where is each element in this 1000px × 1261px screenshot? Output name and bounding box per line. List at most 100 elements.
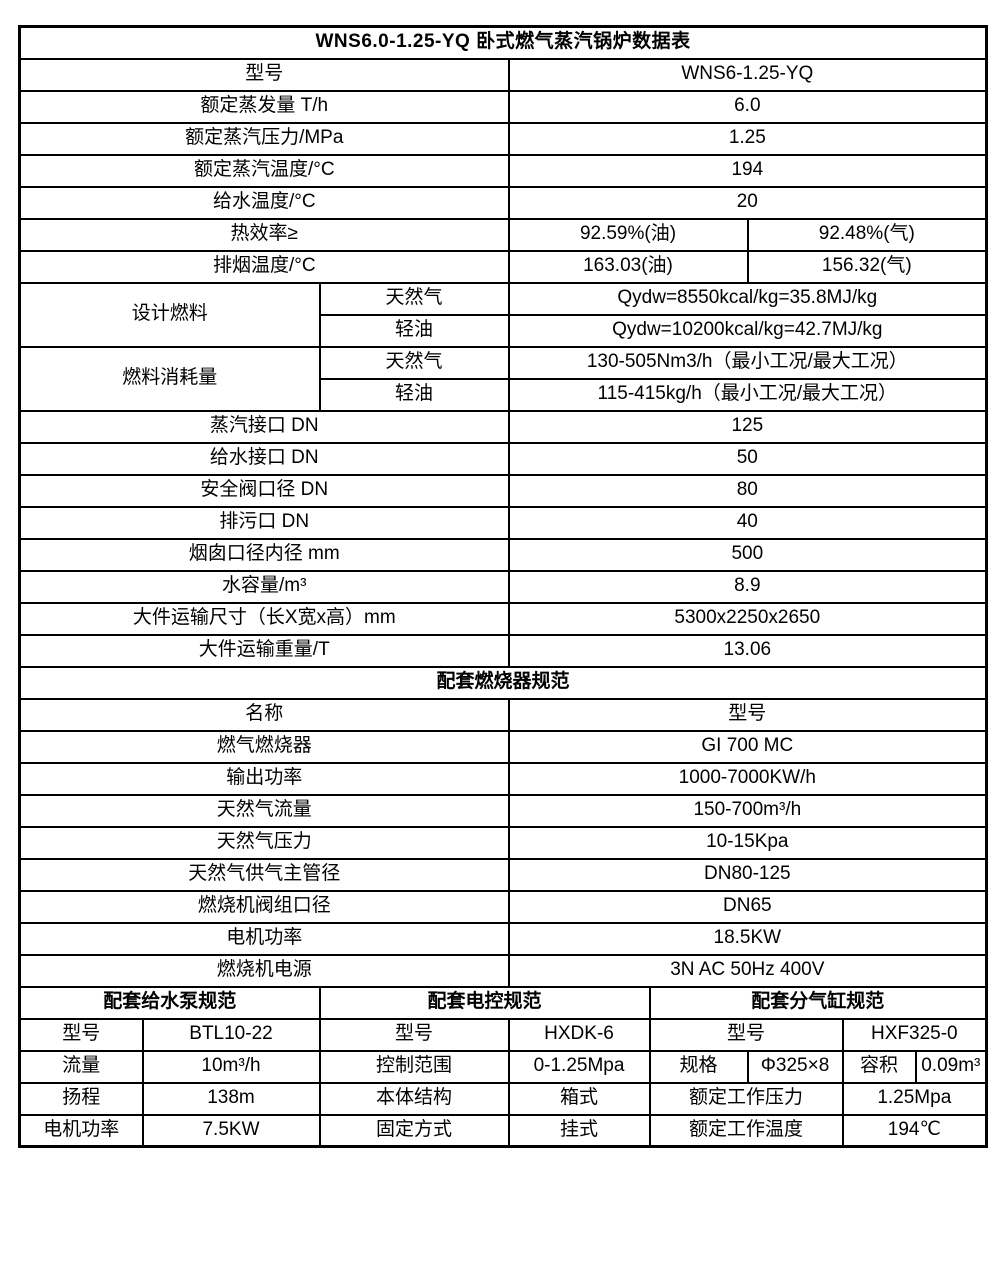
spec-value: 80 [507,473,988,508]
cylinder-value: 1.25Mpa [841,1081,988,1116]
pump-label: 电机功率 [18,1113,144,1148]
table-row-section: 配套燃烧器规范 [18,665,988,700]
table-row: 给水温度/°C 20 [18,185,988,220]
burner-label: 名称 [18,697,510,732]
spec-value-gas: 156.32(气) [746,249,988,284]
table-row: 蒸汽接口 DN 125 [18,409,988,444]
electric-value: HXDK-6 [507,1017,651,1052]
table-row-section: 配套给水泵规范 配套电控规范 配套分气缸规范 [18,985,988,1020]
table-row: 名称 型号 [18,697,988,732]
table-row: 排污口 DN 40 [18,505,988,540]
cylinder-section-header: 配套分气缸规范 [648,985,988,1020]
cylinder-volume-value: 0.09m³ [914,1049,988,1084]
table-row: 额定蒸发量 T/h 6.0 [18,89,988,124]
spec-value-gas: 92.48%(气) [746,217,988,252]
spec-value: 20 [507,185,988,220]
table-row: 大件运输重量/T 13.06 [18,633,988,668]
fuel-value: 130-505Nm3/h（最小工况/最大工况） [507,345,988,380]
table-row: 烟囱口径内径 mm 500 [18,537,988,572]
spec-label: 排烟温度/°C [18,249,510,284]
table-row: 额定蒸汽温度/°C 194 [18,153,988,188]
electric-value: 箱式 [507,1081,651,1116]
spec-label: 给水温度/°C [18,185,510,220]
fuel-category: 燃料消耗量 [18,345,321,412]
spec-label: 额定蒸汽温度/°C [18,153,510,188]
burner-label: 天然气供气主管径 [18,857,510,892]
table-row: 额定蒸汽压力/MPa 1.25 [18,121,988,156]
spec-value: WNS6-1.25-YQ [507,57,988,92]
burner-value: 1000-7000KW/h [507,761,988,796]
spec-label: 额定蒸汽压力/MPa [18,121,510,156]
spec-label: 额定蒸发量 T/h [18,89,510,124]
table-row: 天然气供气主管径 DN80-125 [18,857,988,892]
table-row: 燃气燃烧器 GI 700 MC [18,729,988,764]
cylinder-value: HXF325-0 [841,1017,988,1052]
table-row: 设计燃料 天然气 Qydw=8550kcal/kg=35.8MJ/kg [18,281,988,348]
cylinder-value: 194℃ [841,1113,988,1148]
spec-value: 13.06 [507,633,988,668]
burner-value: 150-700m³/h [507,793,988,828]
burner-label: 燃烧机电源 [18,953,510,988]
pump-label: 流量 [18,1049,144,1084]
pump-value: 7.5KW [141,1113,321,1148]
fuel-sub-label: 轻油 [318,377,510,412]
burner-value: 型号 [507,697,988,732]
fuel-sub-label: 天然气 [318,345,510,380]
table-row: 热效率≥ 92.59%(油) 92.48%(气) [18,217,988,252]
burner-value: 10-15Kpa [507,825,988,860]
spec-value: 50 [507,441,988,476]
spec-value: 194 [507,153,988,188]
fuel-category: 设计燃料 [18,281,321,348]
spec-value: 40 [507,505,988,540]
table-row: 轻油 Qydw=10200kcal/kg=42.7MJ/kg [20,313,988,348]
table-row: 流量 10m³/h 控制范围 0-1.25Mpa 规格 Φ325×8 容积 0.… [18,1049,988,1084]
table-row-title: WNS6.0-1.25-YQ 卧式燃气蒸汽锅炉数据表 [18,25,988,60]
spec-label: 大件运输重量/T [18,633,510,668]
table-row: 型号 WNS6-1.25-YQ [18,57,988,92]
pump-value: BTL10-22 [141,1017,321,1052]
electric-label: 型号 [318,1017,510,1052]
burner-label: 电机功率 [18,921,510,956]
spec-value-oil: 163.03(油) [507,249,749,284]
cylinder-spec-value: Φ325×8 [746,1049,844,1084]
spec-value: 125 [507,409,988,444]
fuel-sub-label: 天然气 [318,281,510,316]
spec-label: 热效率≥ [18,217,510,252]
table-row: 电机功率 18.5KW [18,921,988,956]
electric-label: 控制范围 [318,1049,510,1084]
fuel-sub-label: 轻油 [318,313,510,348]
spec-label: 蒸汽接口 DN [18,409,510,444]
table-row: 输出功率 1000-7000KW/h [18,761,988,796]
burner-label: 天然气流量 [18,793,510,828]
cylinder-volume-label: 容积 [841,1049,917,1084]
pump-label: 型号 [18,1017,144,1052]
burner-label: 燃气燃烧器 [18,729,510,764]
spec-label: 给水接口 DN [18,441,510,476]
burner-value: DN65 [507,889,988,924]
table-row: 水容量/m³ 8.9 [18,569,988,604]
table-row: 给水接口 DN 50 [18,441,988,476]
fuel-value: Qydw=10200kcal/kg=42.7MJ/kg [507,313,988,348]
burner-section-header: 配套燃烧器规范 [18,665,988,700]
table-row: 轻油 115-415kg/h（最小工况/最大工况） [20,377,988,412]
table-row: 扬程 138m 本体结构 箱式 额定工作压力 1.25Mpa [18,1081,988,1116]
spec-label: 烟囱口径内径 mm [18,537,510,572]
spec-value: 6.0 [507,89,988,124]
fuel-value: 115-415kg/h（最小工况/最大工况） [507,377,988,412]
table-row: 安全阀口径 DN 80 [18,473,988,508]
burner-value: 3N AC 50Hz 400V [507,953,988,988]
table-row: 型号 BTL10-22 型号 HXDK-6 型号 HXF325-0 [18,1017,988,1052]
pump-value: 138m [141,1081,321,1116]
spec-value: 5300x2250x2650 [507,601,988,636]
table-row: 燃烧机电源 3N AC 50Hz 400V [18,953,988,988]
table-row: 天然气流量 150-700m³/h [18,793,988,828]
spec-label: 排污口 DN [18,505,510,540]
burner-label: 天然气压力 [18,825,510,860]
burner-value: 18.5KW [507,921,988,956]
electric-section-header: 配套电控规范 [318,985,651,1020]
burner-label: 输出功率 [18,761,510,796]
pump-label: 扬程 [18,1081,144,1116]
pump-section-header: 配套给水泵规范 [18,985,321,1020]
boiler-data-table: WNS6.0-1.25-YQ 卧式燃气蒸汽锅炉数据表 型号 WNS6-1.25-… [18,25,989,1148]
spec-label: 大件运输尺寸（长X宽x高）mm [18,601,510,636]
